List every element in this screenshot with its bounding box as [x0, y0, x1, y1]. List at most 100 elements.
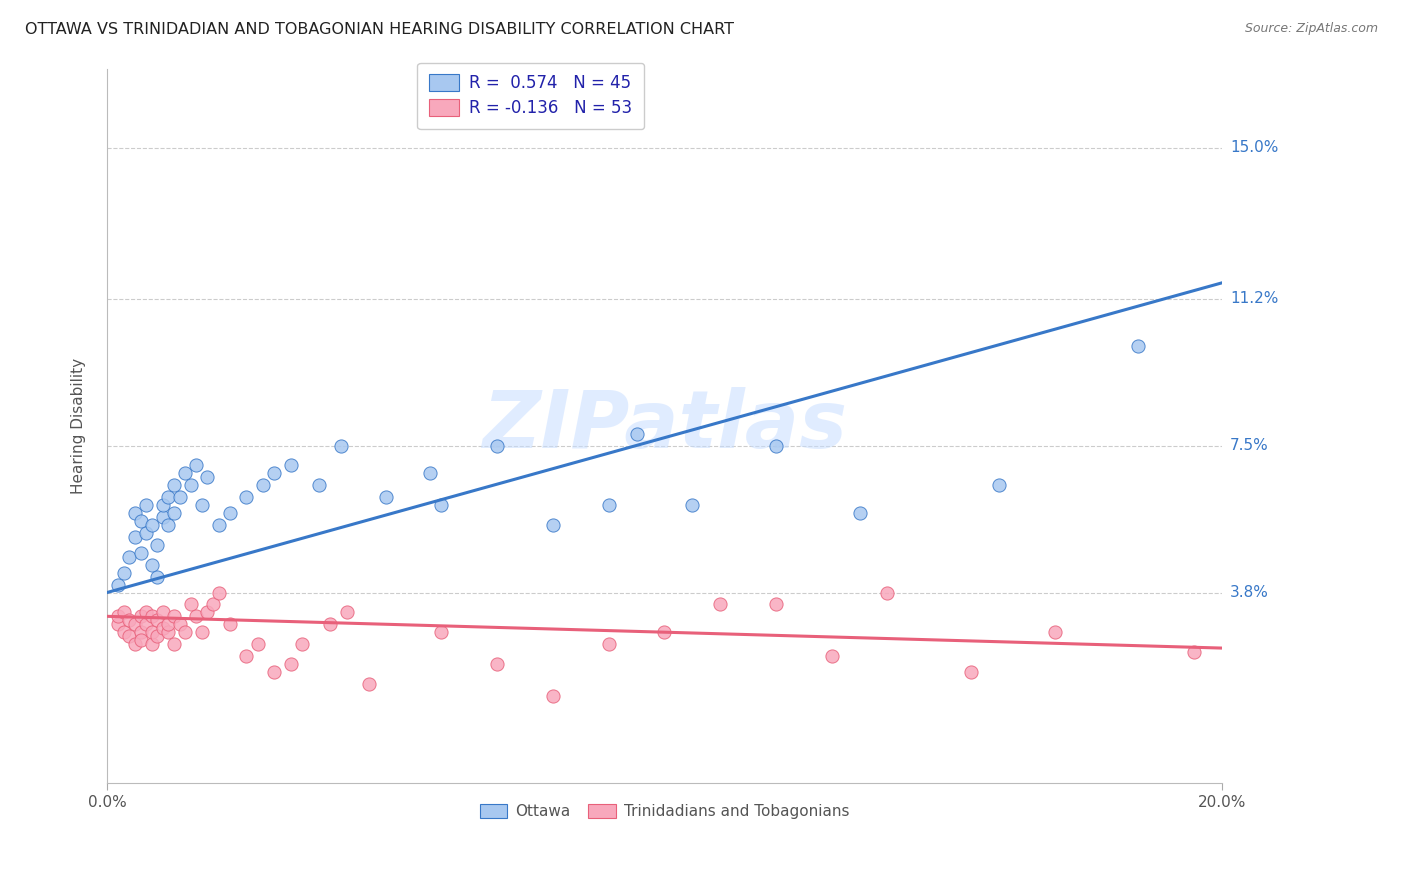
Point [598, 637, 620, 651]
Point [681, 498, 703, 512]
Point [709, 598, 731, 612]
Point [180, 598, 202, 612]
Point [207, 518, 229, 533]
Point [129, 625, 152, 640]
Point [118, 549, 141, 564]
Point [152, 605, 174, 619]
Point [246, 637, 269, 651]
Point [191, 625, 214, 640]
Point [186, 458, 208, 473]
Point [135, 525, 157, 540]
Point [152, 621, 174, 635]
Point [107, 577, 129, 591]
Point [765, 598, 787, 612]
Point [357, 677, 380, 691]
Point [180, 478, 202, 492]
Point [1043, 625, 1066, 640]
Point [330, 439, 353, 453]
Point [146, 629, 169, 643]
Point [1182, 645, 1205, 659]
Point [626, 426, 648, 441]
Point [129, 609, 152, 624]
Point [486, 657, 509, 671]
Point [141, 637, 163, 651]
Point [157, 617, 180, 632]
Point [124, 530, 146, 544]
Point [152, 510, 174, 524]
Point [821, 648, 844, 663]
Point [141, 625, 163, 640]
Point [135, 605, 157, 619]
Point [157, 625, 180, 640]
Point [169, 617, 191, 632]
Point [848, 506, 870, 520]
Point [876, 585, 898, 599]
Point [308, 478, 330, 492]
Point [235, 490, 257, 504]
Point [197, 470, 219, 484]
Point [163, 506, 186, 520]
Point [280, 458, 302, 473]
Point [263, 467, 285, 481]
Point [201, 598, 224, 612]
Point [218, 617, 240, 632]
Point [141, 609, 163, 624]
Point [336, 605, 359, 619]
Point [419, 467, 441, 481]
Text: ZIPatlas: ZIPatlas [482, 387, 846, 465]
Point [263, 665, 285, 679]
Point [163, 478, 186, 492]
Point [112, 566, 135, 580]
Point [135, 617, 157, 632]
Point [186, 609, 208, 624]
Point [191, 498, 214, 512]
Point [174, 625, 197, 640]
Text: 11.2%: 11.2% [1230, 292, 1278, 306]
Point [598, 498, 620, 512]
Y-axis label: Hearing Disability: Hearing Disability [72, 358, 86, 494]
Point [960, 665, 983, 679]
Point [152, 498, 174, 512]
Text: 15.0%: 15.0% [1230, 140, 1278, 155]
Point [207, 585, 229, 599]
Text: Source: ZipAtlas.com: Source: ZipAtlas.com [1244, 22, 1378, 36]
Point [218, 506, 240, 520]
Text: OTTAWA VS TRINIDADIAN AND TOBAGONIAN HEARING DISABILITY CORRELATION CHART: OTTAWA VS TRINIDADIAN AND TOBAGONIAN HEA… [25, 22, 734, 37]
Point [235, 648, 257, 663]
Point [157, 490, 180, 504]
Point [124, 637, 146, 651]
Point [112, 605, 135, 619]
Point [141, 558, 163, 572]
Point [374, 490, 396, 504]
Point [541, 518, 564, 533]
Legend: Ottawa, Trinidadians and Tobagonians: Ottawa, Trinidadians and Tobagonians [474, 798, 855, 825]
Point [118, 613, 141, 627]
Point [430, 498, 453, 512]
Point [107, 609, 129, 624]
Text: 3.8%: 3.8% [1230, 585, 1270, 600]
Point [280, 657, 302, 671]
Point [141, 518, 163, 533]
Point [430, 625, 453, 640]
Point [124, 617, 146, 632]
Point [135, 498, 157, 512]
Point [157, 518, 180, 533]
Point [1128, 339, 1150, 353]
Point [146, 569, 169, 583]
Point [654, 625, 676, 640]
Point [174, 467, 197, 481]
Point [541, 689, 564, 703]
Point [146, 613, 169, 627]
Point [146, 538, 169, 552]
Point [129, 514, 152, 528]
Point [163, 609, 186, 624]
Point [169, 490, 191, 504]
Point [252, 478, 274, 492]
Point [765, 439, 787, 453]
Text: 7.5%: 7.5% [1230, 438, 1268, 453]
Point [118, 629, 141, 643]
Point [107, 617, 129, 632]
Point [129, 633, 152, 648]
Point [987, 478, 1010, 492]
Point [197, 605, 219, 619]
